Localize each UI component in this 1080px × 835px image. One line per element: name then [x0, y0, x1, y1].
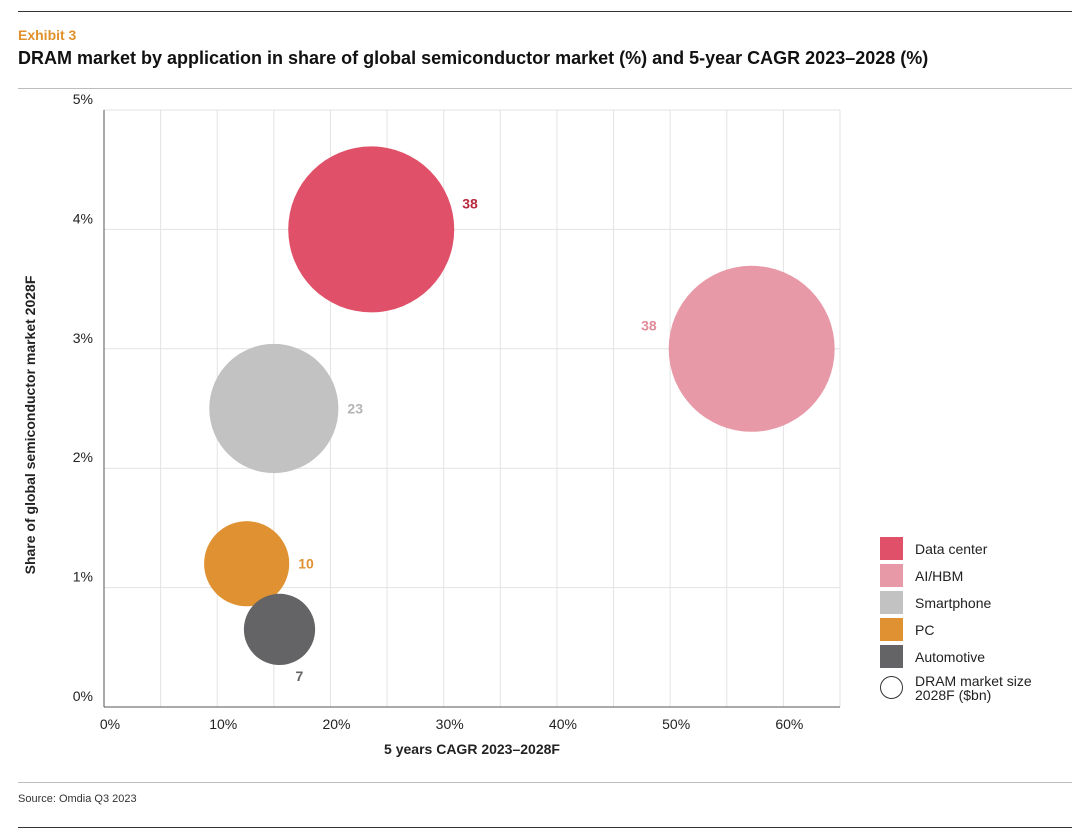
legend-item: Automotive [880, 643, 1075, 670]
y-tick-label: 4% [73, 210, 93, 226]
y-tick-labels: 0% 1% 2% 3% 4% 5% [73, 91, 93, 704]
bubble-automotive [243, 593, 316, 666]
x-tick-label: 0% [100, 716, 120, 732]
x-tick-label: 40% [549, 716, 577, 732]
x-tick-labels: 0% 10% 20% 30% 40% 50% 60% [100, 716, 804, 732]
bubbles [204, 146, 835, 666]
y-axis-title: Share of global semiconductor market 202… [22, 275, 38, 574]
legend-swatch [880, 564, 903, 587]
bubble-value-label: 38 [462, 196, 478, 212]
y-tick-label: 2% [73, 449, 93, 465]
y-tick-label: 5% [73, 91, 93, 107]
bubble-value-label: 10 [298, 556, 314, 572]
exhibit-label: Exhibit 3 [18, 27, 77, 43]
legend-label: AI/HBM [915, 567, 964, 584]
x-tick-label: 50% [662, 716, 690, 732]
x-tick-label: 10% [209, 716, 237, 732]
bottom-rule [18, 827, 1072, 828]
legend-swatch [880, 618, 903, 641]
size-key-circle-icon [880, 676, 903, 699]
y-tick-label: 1% [73, 569, 93, 585]
bubble-labels: 38 38 23 10 7 [296, 196, 657, 684]
y-tick-label: 0% [73, 688, 93, 704]
y-tick-label: 3% [73, 330, 93, 346]
x-tick-label: 20% [322, 716, 350, 732]
grid-lines [104, 109, 841, 707]
bubble-value-label: 38 [641, 318, 657, 334]
legend-swatch [880, 537, 903, 560]
x-tick-label: 30% [436, 716, 464, 732]
x-axis-title: 5 years CAGR 2023–2028F [384, 741, 560, 757]
x-tick-label: 60% [775, 716, 803, 732]
legend-swatch [880, 591, 903, 614]
title-rule [18, 88, 1072, 89]
legend-label: Data center [915, 540, 988, 557]
bubble-value-label: 23 [347, 401, 363, 417]
legend-item: Data center [880, 535, 1075, 562]
legend-item: Smartphone [880, 589, 1075, 616]
legend-item: PC [880, 616, 1075, 643]
legend-items: Data center AI/HBM Smartphone PC Automotive [880, 535, 1075, 670]
bubble-value-label: 7 [296, 668, 304, 684]
bubble-pc [204, 521, 290, 607]
top-rule [18, 11, 1072, 12]
legend-label: PC [915, 621, 935, 638]
legend-size-key: DRAM market size 2028F ($bn) [880, 674, 1075, 702]
chart-title: DRAM market by application in share of g… [18, 48, 929, 68]
legend-item: AI/HBM [880, 562, 1075, 589]
bubble-data-center [288, 146, 455, 313]
source-note: Source: Omdia Q3 2023 [18, 793, 137, 805]
legend-label: Smartphone [915, 594, 992, 611]
size-key-label: DRAM market size 2028F ($bn) [915, 673, 1032, 703]
bubble-ai-hbm [668, 265, 835, 432]
legend-swatch [880, 645, 903, 668]
axes [103, 110, 840, 708]
legend-label: Automotive [915, 648, 986, 665]
legend: Data center AI/HBM Smartphone PC Automotive … [880, 535, 1075, 702]
bubble-smartphone [209, 343, 339, 474]
source-rule [18, 782, 1072, 783]
